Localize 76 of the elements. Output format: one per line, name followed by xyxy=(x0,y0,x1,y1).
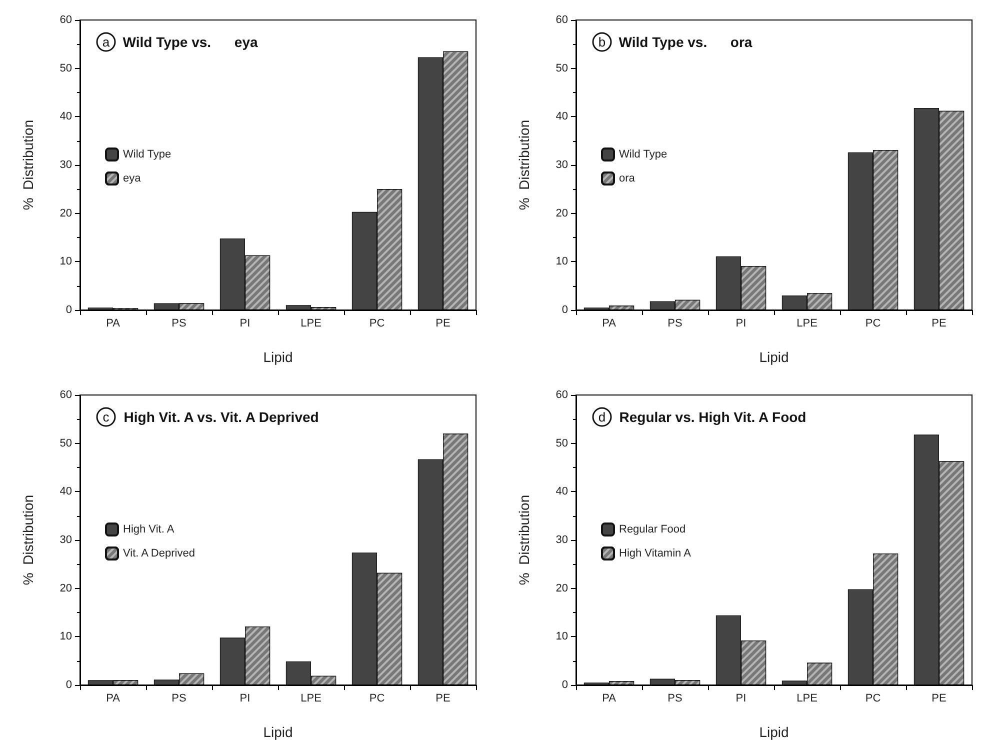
text: Regular vs. High Vit. A Food xyxy=(612,409,806,425)
y-axis-title: % Distribution xyxy=(516,494,532,586)
y-tick-label: 60 xyxy=(60,14,72,26)
y-tick-label: 20 xyxy=(556,582,568,594)
annotation: c xyxy=(102,410,110,424)
x-tick-label: PI xyxy=(736,692,746,704)
x-tick-label: PC xyxy=(865,692,881,704)
y-tick-label: 20 xyxy=(60,207,72,220)
legend-label: High Vitamin A xyxy=(619,548,692,560)
x-tick-label: PC xyxy=(369,318,385,330)
y-tick-label: 50 xyxy=(60,437,72,450)
y-tick-label: 0 xyxy=(562,679,568,691)
y-axis-title: % Distribution xyxy=(516,120,532,210)
x-tick-label: LPE xyxy=(796,318,818,330)
y-tick-label: 50 xyxy=(556,62,568,74)
legend-label: ora xyxy=(619,172,636,184)
x-axis-title: Lipid xyxy=(759,724,789,740)
y-tick-label: 60 xyxy=(60,389,72,401)
x-tick-label: PA xyxy=(602,692,617,704)
y-tick-label: 50 xyxy=(60,62,72,74)
y-tick-label: 0 xyxy=(66,304,72,316)
y-tick-label: 10 xyxy=(60,256,72,268)
x-tick-label: PS xyxy=(668,692,682,704)
x-tick-label: PS xyxy=(668,318,682,330)
x-tick-label: PA xyxy=(106,318,121,330)
y-tick-label: 30 xyxy=(60,159,72,171)
x-tick-label: PI xyxy=(240,692,250,704)
y-tick-label: 50 xyxy=(556,437,568,450)
y-tick-label: 0 xyxy=(562,304,568,316)
y-tick-label: 40 xyxy=(556,110,568,123)
y-tick-label: 20 xyxy=(556,207,568,220)
x-axis-title: Lipid xyxy=(263,724,293,740)
legend-label: Wild Type xyxy=(123,148,172,160)
y-tick-label: 40 xyxy=(60,110,72,123)
y-axis-title: % Distribution xyxy=(20,120,36,210)
y-tick-label: 10 xyxy=(556,256,568,268)
y-tick-label: 60 xyxy=(556,389,568,401)
legend-label: Regular Food xyxy=(619,524,686,536)
y-tick-label: 10 xyxy=(60,630,72,643)
x-tick-label: PE xyxy=(436,692,450,704)
annotation: b xyxy=(598,34,606,50)
x-tick-label: PA xyxy=(602,318,617,330)
x-axis-title: Lipid xyxy=(759,349,789,365)
x-tick-label: PC xyxy=(865,318,881,330)
text: Wild Type vs. ora xyxy=(611,34,752,50)
legend-label: Vit. A Deprived xyxy=(123,548,195,560)
legend-label: Wild Type xyxy=(619,148,668,160)
x-axis-title: Lipid xyxy=(263,349,293,365)
x-tick-label: PS xyxy=(172,318,186,330)
y-tick-label: 20 xyxy=(60,582,72,594)
x-tick-label: PE xyxy=(436,318,450,330)
x-tick-label: PE xyxy=(932,692,946,704)
y-tick-label: 40 xyxy=(556,486,568,498)
x-tick-label: PA xyxy=(106,692,121,704)
x-tick-label: PC xyxy=(369,692,385,704)
y-tick-label: 60 xyxy=(556,14,568,26)
text: Wild Type vs. eya xyxy=(114,34,258,50)
x-tick-label: PS xyxy=(172,692,186,704)
text: High Vit. A vs. Vit. A Deprived xyxy=(116,409,319,425)
x-tick-label: PE xyxy=(932,318,946,330)
y-tick-label: 30 xyxy=(556,159,568,171)
y-axis-title: % Distribution xyxy=(20,494,36,586)
annotation: a xyxy=(102,34,110,50)
x-tick-label: LPE xyxy=(796,692,818,704)
legend-label: eya xyxy=(123,172,142,184)
y-tick-label: 40 xyxy=(60,486,72,498)
x-tick-label: PI xyxy=(736,318,746,330)
x-tick-label: LPE xyxy=(300,318,322,330)
x-tick-label: LPE xyxy=(300,692,322,704)
legend-label: High Vit. A xyxy=(123,524,175,536)
x-tick-label: PI xyxy=(240,318,250,330)
y-tick-label: 30 xyxy=(556,534,568,546)
annotation: d xyxy=(598,410,606,424)
y-tick-label: 10 xyxy=(556,630,568,643)
y-tick-label: 0 xyxy=(66,679,72,691)
y-tick-label: 30 xyxy=(60,534,72,546)
